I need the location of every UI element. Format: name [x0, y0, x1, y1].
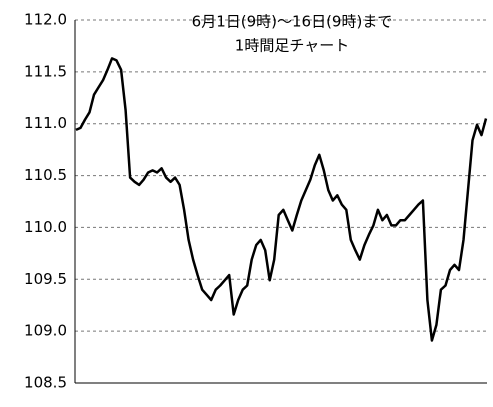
y-tick-label: 111.5 [24, 62, 67, 80]
y-tick-label: 111.0 [24, 114, 67, 132]
chart-subtitle: 1時間足チャート [235, 37, 349, 55]
chart-title: 6月1日(9時)～16日(9時)まで [192, 13, 393, 31]
y-tick-label: 110.5 [24, 166, 67, 184]
y-tick-label: 109.5 [24, 270, 67, 288]
y-tick-label: 110.0 [24, 218, 67, 236]
y-tick-label: 112.0 [24, 11, 67, 29]
y-tick-label: 108.5 [24, 374, 67, 392]
y-tick-label: 109.0 [24, 322, 67, 340]
price-line [75, 57, 488, 342]
